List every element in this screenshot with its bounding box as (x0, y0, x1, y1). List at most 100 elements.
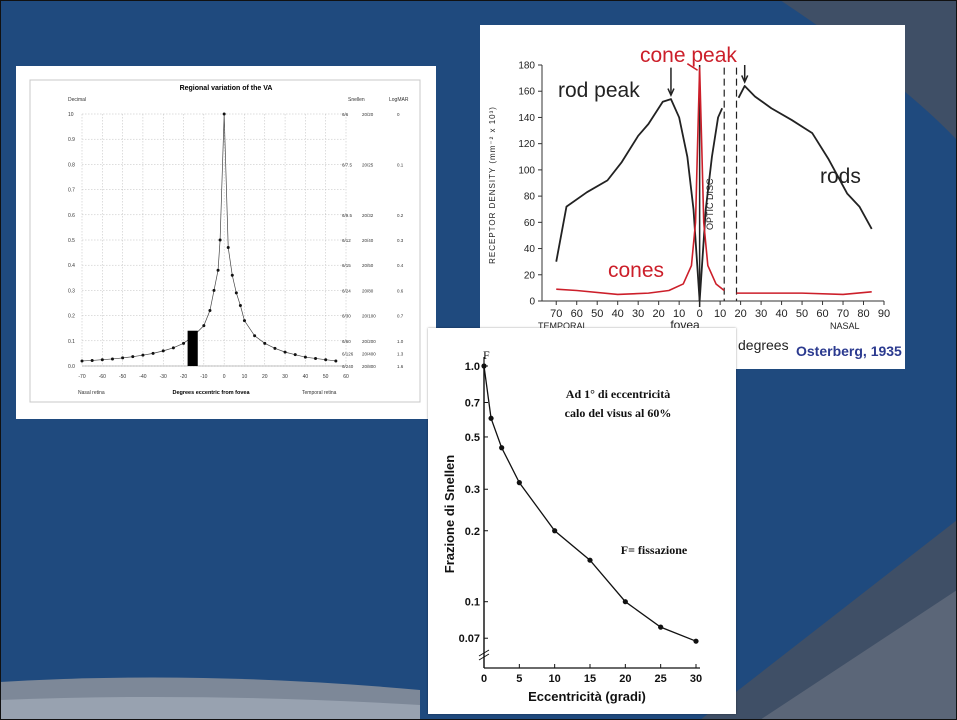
va-data-point (151, 351, 155, 355)
va-data-point (324, 358, 328, 362)
receptor-x-tick-label: 10 (673, 308, 685, 320)
va-snellen-feet: 20/80 (362, 288, 374, 293)
va-snellen-metric: 6/15 (342, 263, 351, 268)
osterberg-credit: Osterberg, 1935 (796, 343, 902, 359)
va-snellen-feet: 20/25 (362, 162, 374, 167)
snellen-x-tick-label: 0 (481, 673, 487, 685)
va-x-tick-label: 10 (242, 374, 248, 380)
va-y-tick-label: 0.4 (68, 263, 75, 269)
va-data-point (218, 238, 222, 242)
cones-label: cones (608, 259, 664, 282)
va-data-point (226, 246, 230, 250)
va-x-tick-label: -70 (78, 374, 85, 380)
va-x-ticks: -70 -60 -50 -40 -30 -20 -10 0 10 20 30 40 50 60 (78, 374, 349, 380)
snellen-x-tick-label: 15 (584, 673, 596, 685)
snellen-y-tick-label: 1.0 (465, 361, 480, 373)
va-right-header-logmar: LogMAR (389, 97, 409, 103)
va-x-tick-label: 40 (303, 374, 309, 380)
va-data-point (216, 268, 220, 272)
va-y-tick-label: 10 (68, 112, 74, 118)
va-x-tick-label: -10 (200, 374, 207, 380)
receptor-plot-area (555, 63, 873, 307)
rod-peak-label: rod peak (558, 79, 640, 102)
receptor-x-tick-label: 30 (755, 308, 767, 320)
rods-curve (698, 107, 723, 302)
va-snellen-feet: 20/50 (362, 263, 374, 268)
blind-spot-bar (187, 330, 198, 366)
snellen-axes: 1.0 0.7 0.5 0.3 0.2 0.1 0.07 0 5 10 15 20 25 30 (459, 357, 702, 685)
va-data-point (161, 349, 165, 353)
snellen-data-point (658, 624, 664, 630)
snellen-x-tick-label: 30 (690, 673, 702, 685)
va-snellen-metric: 6/126 (342, 351, 354, 356)
snellen-y-tick-label: 0.3 (465, 484, 480, 496)
snellen-eccentricity-panel: 1.0 0.7 0.5 0.3 0.2 0.1 0.07 0 5 10 15 20 25 30 F Ad … (428, 328, 736, 714)
receptor-y-tick-label: 180 (518, 61, 535, 72)
receptor-y-tick-label: 40 (524, 244, 536, 255)
va-snellen-feet: 20/32 (362, 213, 374, 218)
va-chart-panel: Regional variation of the VA Decimal Sne… (16, 66, 436, 419)
fixation-legend-note: F= fissazione (621, 543, 688, 557)
va-data-point (314, 356, 318, 360)
rods-curve (555, 98, 701, 302)
va-chart: Regional variation of the VA Decimal Sne… (29, 79, 421, 403)
receptor-x-tick-label: 40 (775, 308, 787, 320)
snellen-x-tick-label: 10 (549, 673, 561, 685)
va-y-ticks: 10 6/6 20/20 00.90.8 6/7.5 20/25 0.10.70.6 6/9.… (68, 112, 404, 370)
va-x-tick-label: 30 (282, 374, 288, 380)
va-right-header-snellen: Snellen (348, 97, 365, 103)
va-x-tick-label: -40 (139, 374, 146, 380)
va-y-tick-label: 0.2 (68, 314, 75, 320)
va-logmar-value: 0.7 (397, 314, 404, 319)
receptor-x-tick-label: 30 (632, 308, 644, 320)
snellen-y-tick-label: 0.07 (459, 633, 480, 645)
snellen-x-tick-label: 5 (516, 673, 522, 685)
receptor-y-tick-label: 160 (518, 87, 535, 98)
va-data-point (141, 353, 145, 357)
va-logmar-value: 0 (397, 112, 400, 117)
receptor-x-tick-label: 80 (857, 308, 869, 320)
va-logmar-value: 1.6 (397, 364, 404, 369)
receptor-x-tick-label: 50 (591, 308, 603, 320)
receptor-y-tick-label: 20 (524, 270, 536, 281)
va-logmar-value: 0.6 (397, 288, 404, 293)
va-snellen-metric: 6/60 (342, 339, 351, 344)
receptor-y-tick-label: 120 (518, 139, 535, 150)
snellen-x-tick-label: 20 (619, 673, 631, 685)
receptor-x-tick-label: 20 (653, 308, 665, 320)
receptor-y-axis-label: RECEPTOR DENSITY (mm⁻² x 10³) (488, 106, 497, 264)
snellen-data-point (516, 480, 522, 486)
receptor-x-tick-label: 90 (878, 308, 890, 320)
cone-peak-label: cone peak (640, 44, 737, 67)
va-snellen-feet: 20/40 (362, 238, 374, 243)
va-x-tick-label: 20 (262, 374, 268, 380)
va-logmar-value: 0.2 (397, 213, 404, 218)
temporal-label: TEMPORAL (538, 321, 588, 331)
va-curve (81, 113, 336, 362)
va-logmar-value: 1.0 (397, 339, 404, 344)
va-y-tick-label: 0.8 (68, 162, 75, 168)
va-data-point (110, 357, 114, 361)
va-y-tick-label: 0.3 (68, 288, 75, 294)
va-data-point (90, 358, 94, 362)
snellen-data-point (622, 599, 628, 605)
receptor-y-tick-label: 100 (518, 165, 535, 176)
rods-label: rods (820, 165, 861, 188)
va-nasal-label: Nasal retina (78, 390, 105, 396)
receptor-x-tick-label: 20 (734, 308, 746, 320)
va-snellen-metric: 6/30 (342, 314, 351, 319)
va-data-point (80, 359, 84, 363)
va-data-point (222, 112, 226, 116)
va-plot-area (80, 112, 346, 367)
receptor-y-tick-label: 140 (518, 113, 535, 124)
va-data-point (303, 355, 307, 359)
cone-peak-arrow (686, 63, 698, 71)
snellen-data-point (499, 445, 505, 451)
va-snellen-metric: 6/6 (342, 112, 349, 117)
va-chart-frame (29, 79, 421, 403)
va-logmar-value: 1.3 (397, 351, 404, 356)
va-snellen-metric: 6/9.5 (342, 213, 353, 218)
va-x-tick-label: -60 (99, 374, 106, 380)
va-data-point (334, 359, 338, 363)
receptor-y-tick-label: 60 (524, 218, 536, 229)
